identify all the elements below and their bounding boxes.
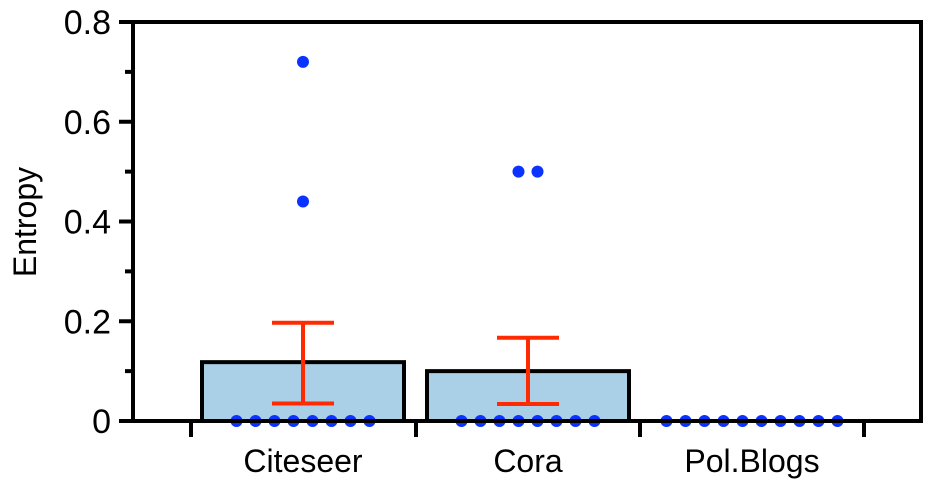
y-tick-label: 0.6 xyxy=(64,104,111,142)
x-category-label: Cora xyxy=(493,443,563,479)
data-point xyxy=(531,165,544,178)
data-point xyxy=(512,165,525,178)
error-bar-citeseer xyxy=(272,320,334,406)
error-bar-cora xyxy=(497,335,559,407)
bars-layer xyxy=(200,360,631,423)
points-layer xyxy=(230,55,844,427)
x-category-label: Citeseer xyxy=(243,443,363,479)
y-tick-label: 0.2 xyxy=(64,303,111,341)
y-tick-label: 0.8 xyxy=(64,4,111,42)
y-axis-title: Entropy xyxy=(7,167,43,277)
data-point xyxy=(297,55,309,68)
y-tick-label: 0 xyxy=(92,403,111,441)
y-tick-label: 0.4 xyxy=(64,204,111,242)
axes-layer: 0 0.2 0.4 0.6 0.8 Citeseer Cora Pol.Blogs xyxy=(64,4,923,479)
data-point xyxy=(297,195,309,208)
error-bars-layer xyxy=(272,320,559,407)
x-category-label: Pol.Blogs xyxy=(684,443,819,479)
